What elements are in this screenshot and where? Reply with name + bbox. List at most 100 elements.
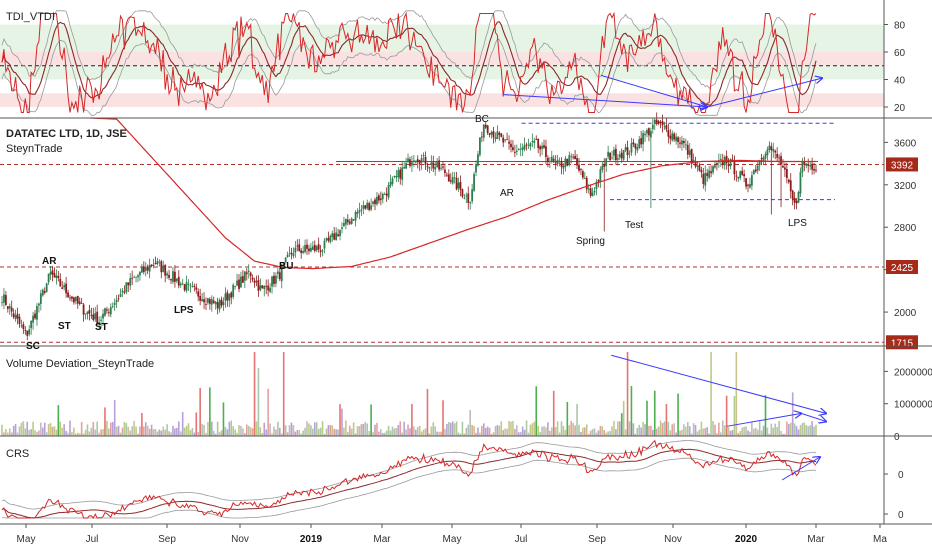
price-candle	[26, 330, 29, 336]
volume-bar	[601, 426, 604, 436]
price-candle	[702, 173, 705, 184]
price-candle	[3, 294, 5, 303]
volume-bar	[61, 427, 64, 436]
volume-bar	[618, 421, 621, 436]
price-candle	[508, 141, 510, 144]
volume-bar	[745, 426, 747, 436]
price-candle	[445, 174, 448, 176]
price-annotation: BU	[279, 261, 293, 272]
price-candle	[129, 278, 132, 286]
price-moving-average	[89, 117, 816, 270]
volume-bar	[463, 433, 466, 436]
volume-bar	[306, 421, 308, 436]
price-candle	[109, 307, 112, 315]
price-candle	[24, 329, 27, 331]
price-candle	[152, 264, 155, 267]
price-candle	[422, 155, 425, 157]
volume-bar	[422, 429, 425, 436]
price-candle	[510, 143, 512, 148]
volume-bar	[395, 427, 398, 436]
volume-bar	[96, 421, 98, 436]
chart-author: SteynTrade	[6, 143, 62, 155]
volume-bar	[416, 426, 419, 436]
price-tag: 3392	[891, 160, 914, 171]
price-candle	[517, 149, 520, 151]
volume-bar	[100, 429, 102, 436]
price-candle	[236, 280, 238, 286]
volume-bar	[253, 352, 256, 436]
price-candle	[106, 309, 108, 311]
volume-bar	[84, 429, 87, 436]
volume-bar	[347, 432, 349, 436]
price-tick-label: 2000	[894, 308, 917, 319]
volume-bar	[261, 433, 264, 436]
price-candle	[20, 325, 23, 327]
price-candle	[224, 293, 227, 301]
price-candle	[212, 300, 215, 304]
price-candle	[764, 153, 767, 159]
price-candle	[88, 309, 91, 314]
price-candle	[519, 148, 522, 150]
price-candle	[414, 160, 417, 163]
volume-bar	[529, 424, 532, 436]
volume-bar	[302, 430, 304, 436]
volume-bar	[117, 425, 120, 436]
volume-bar	[370, 404, 372, 436]
volume-bar	[700, 421, 703, 436]
price-candle	[597, 180, 600, 182]
volume-bar	[720, 432, 722, 436]
volume-bar	[789, 422, 792, 436]
price-candle	[352, 219, 355, 221]
price-candle	[183, 284, 186, 291]
volume-bar	[158, 429, 161, 436]
volume-bar	[376, 422, 378, 436]
price-candle	[55, 275, 58, 279]
price-candle	[630, 143, 633, 153]
volume-bar	[694, 424, 697, 436]
price-candle	[6, 306, 9, 309]
volume-bar	[517, 432, 520, 436]
price-candle	[603, 163, 606, 167]
volume-bar	[613, 420, 615, 436]
price-candle	[541, 145, 543, 149]
price-candle	[197, 291, 200, 297]
volume-bar	[494, 426, 497, 436]
price-candle	[774, 150, 777, 153]
price-candle	[550, 156, 553, 162]
price-candle	[174, 271, 176, 282]
crs-upper-band	[1, 440, 817, 510]
price-candle	[74, 297, 77, 302]
price-candle	[208, 299, 211, 304]
price-candle	[620, 152, 623, 159]
volume-bar	[401, 432, 404, 436]
volume-bar	[123, 421, 126, 436]
volume-arrow	[726, 413, 801, 427]
price-candle	[469, 202, 472, 204]
volume-bar	[67, 432, 69, 436]
volume-bar	[348, 425, 351, 436]
price-candle	[121, 290, 124, 293]
volume-bar	[51, 427, 54, 436]
volume-bar	[584, 427, 586, 436]
tdi-signal-line	[1, 21, 817, 107]
price-candle	[434, 167, 437, 170]
volume-bar	[758, 421, 761, 436]
volume-bar	[244, 433, 246, 436]
volume-bar	[582, 427, 584, 436]
price-candle	[467, 193, 470, 203]
price-candle	[681, 140, 683, 145]
volume-bar	[245, 424, 248, 436]
volume-bar	[383, 432, 386, 436]
volume-bar	[341, 408, 343, 436]
price-candle	[383, 194, 386, 195]
volume-bar	[648, 425, 650, 436]
price-candle	[271, 276, 273, 287]
volume-bar	[156, 431, 159, 436]
volume-bar	[486, 426, 489, 436]
price-candle	[65, 283, 68, 294]
volume-bar	[514, 428, 516, 436]
price-candle	[407, 158, 409, 162]
volume-bar	[121, 427, 124, 436]
